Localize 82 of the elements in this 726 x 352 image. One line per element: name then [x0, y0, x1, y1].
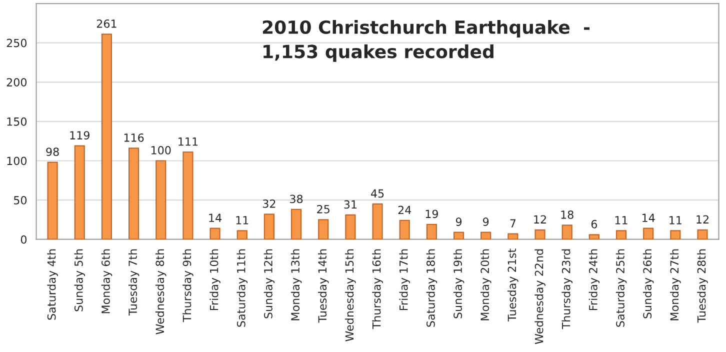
bar: [480, 232, 492, 240]
x-tick-label: Tuesday 14th: [318, 249, 329, 323]
bar: [128, 148, 140, 240]
bar: [236, 230, 248, 240]
data-label: 38: [290, 194, 303, 204]
x-tick-label: Thursday 23rd: [562, 249, 572, 330]
bar: [318, 219, 329, 240]
x-tick-label: Sunday 26th: [642, 249, 654, 318]
y-tick-label: 100: [7, 156, 27, 166]
data-label: 111: [178, 138, 198, 146]
bar: [399, 220, 410, 240]
bar: [588, 234, 600, 240]
data-label: 19: [426, 210, 438, 218]
data-label: 7: [510, 219, 516, 228]
data-label: 31: [344, 200, 356, 209]
data-label: 11: [670, 216, 682, 224]
bar: [101, 34, 112, 240]
bar: [534, 229, 546, 240]
x-tick-label: Wednesday 22nd: [534, 249, 546, 344]
data-label: 45: [370, 189, 384, 198]
data-label: 9: [456, 218, 462, 226]
bar: [562, 224, 572, 240]
x-tick-label: Tuesday 28th: [697, 249, 708, 323]
data-label: 119: [70, 131, 90, 140]
x-tick-label: Saturday 25th: [616, 249, 627, 327]
x-tick-label: Monday 27th: [670, 249, 681, 320]
bar: [697, 229, 708, 240]
data-label: 261: [96, 19, 116, 28]
data-label: 11: [236, 216, 248, 224]
bar: [643, 228, 654, 240]
bar: [290, 208, 302, 240]
bar: [372, 203, 383, 240]
x-tick-label: Saturday 18th: [426, 249, 438, 327]
data-label: 11: [615, 216, 628, 224]
x-tick-label: Sunday 5th: [74, 249, 86, 312]
x-tick-label: Saturday 11th: [236, 249, 248, 327]
y-tick-label: 0: [20, 235, 27, 244]
x-tick-label: Friday 10th: [210, 249, 220, 310]
x-tick-label: Wednesday 8th: [155, 249, 166, 334]
bar: [156, 160, 166, 240]
x-tick-label: Friday 24th: [588, 249, 600, 310]
y-tick-label: 200: [6, 78, 27, 87]
y-tick-label: 150: [7, 117, 27, 126]
x-tick-label: Saturday 4th: [47, 249, 58, 320]
data-label: 14: [209, 214, 222, 222]
text: 2010 Christchurch Earthquake - 1,153 quakes recorded: [262, 20, 590, 62]
y-tick-label: 50: [14, 196, 27, 204]
bar: [426, 224, 437, 240]
x-tick-label: Tuesday 21st: [508, 248, 518, 322]
bar: [74, 145, 85, 240]
data-label: 100: [151, 146, 171, 154]
x-tick-label: Thursday 16th: [372, 249, 383, 330]
x-tick-label: Friday 17th: [399, 249, 410, 310]
bar: [264, 214, 274, 240]
bar: [182, 152, 194, 240]
bar: [616, 230, 627, 240]
data-label: 14: [642, 214, 655, 222]
bar: [670, 230, 681, 240]
y-tick-label: 250: [6, 38, 27, 48]
x-tick-label: Wednesday 15th: [345, 249, 356, 342]
data-label: 32: [262, 199, 276, 208]
x-tick-label: Monday 6th: [101, 249, 112, 314]
data-label: 12: [696, 215, 708, 224]
data-label: 25: [317, 204, 330, 214]
data-label: 12: [534, 215, 546, 224]
x-tick-label: Tuesday 7th: [128, 249, 140, 316]
x-tick-label: Sunday 12th: [264, 249, 275, 318]
bar: [47, 162, 58, 240]
bar: [210, 228, 220, 240]
x-tick-label: Monday 20th: [480, 249, 492, 320]
bar: [453, 232, 464, 240]
x-tick-label: Thursday 9th: [182, 249, 194, 322]
data-label: 18: [561, 210, 574, 219]
bar: [508, 233, 518, 240]
x-tick-label: Sunday 19th: [453, 249, 464, 318]
data-label: 9: [483, 218, 489, 226]
data-label: 98: [46, 148, 59, 156]
data-label: 116: [124, 133, 144, 142]
x-tick-label: Monday 13th: [290, 249, 302, 320]
bar: [345, 214, 356, 240]
data-label: 6: [591, 220, 598, 228]
data-label: 24: [398, 206, 412, 214]
